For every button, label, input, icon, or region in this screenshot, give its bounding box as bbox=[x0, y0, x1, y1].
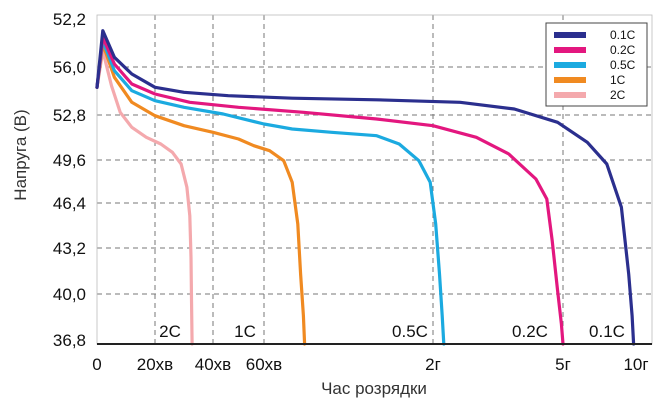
x-axis-ticks: 0 20хв 40хв 60хв 2г 5г 10г bbox=[92, 355, 648, 374]
annotation-05C: 0.5C bbox=[392, 322, 428, 341]
series-line-2C bbox=[95, 49, 194, 346]
annotation-01C: 0.1C bbox=[589, 322, 625, 341]
y-tick-label: 49,6 bbox=[53, 151, 86, 170]
x-tick-label: 10г bbox=[623, 355, 648, 374]
legend-label: 1C bbox=[610, 73, 626, 87]
series-line-05C bbox=[95, 39, 446, 346]
legend-label: 0.5C bbox=[610, 58, 636, 72]
series-line-01C bbox=[95, 29, 636, 346]
x-tick-label: 0 bbox=[92, 355, 101, 374]
annotation-1C: 1C bbox=[234, 322, 256, 341]
y-tick-label: 52,8 bbox=[53, 106, 86, 125]
x-tick-label: 2г bbox=[425, 355, 441, 374]
legend-swatch bbox=[554, 77, 586, 83]
y-tick-label: 56,0 bbox=[53, 58, 86, 77]
legend-swatch bbox=[554, 92, 586, 98]
series-line-1C bbox=[95, 42, 307, 346]
legend-label: 2C bbox=[610, 88, 626, 102]
series-layer bbox=[95, 29, 636, 346]
series-line-02C bbox=[95, 35, 565, 346]
x-tick-label: 60хв bbox=[246, 355, 282, 374]
y-tick-label: 52,2 bbox=[53, 10, 86, 29]
y-axis-ticks: 52,2 56,0 52,8 49,6 46,4 43,2 40,0 36,8 bbox=[53, 10, 86, 350]
legend-swatch bbox=[554, 32, 586, 38]
annotation-2C: 2C bbox=[159, 322, 181, 341]
y-tick-label: 40,0 bbox=[53, 285, 86, 304]
x-tick-label: 5г bbox=[555, 355, 571, 374]
y-tick-label: 43,2 bbox=[53, 239, 86, 258]
legend-swatch bbox=[554, 62, 586, 68]
annotation-02C: 0.2C bbox=[512, 322, 548, 341]
legend-label: 0.1C bbox=[610, 28, 636, 42]
y-tick-label: 46,4 bbox=[53, 194, 86, 213]
x-tick-label: 40хв bbox=[195, 355, 231, 374]
x-tick-label: 20хв bbox=[137, 355, 173, 374]
legend-label: 0.2C bbox=[610, 43, 636, 57]
series-annotations: 2C 1C 0.5C 0.2C 0.1C bbox=[159, 322, 625, 341]
y-tick-label: 36,8 bbox=[53, 331, 86, 350]
legend-swatch bbox=[554, 47, 586, 53]
y-axis-title: Напруга (В) bbox=[11, 109, 30, 200]
x-axis-title: Час розрядки bbox=[321, 379, 427, 398]
